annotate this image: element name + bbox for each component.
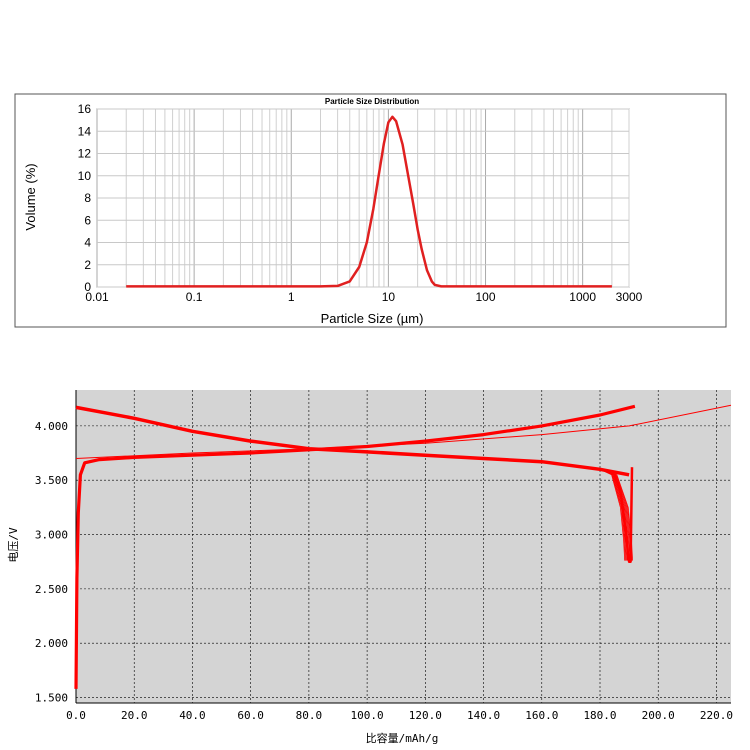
chart2-series-group [74, 404, 732, 689]
chart1-x-tick-label: 1000 [569, 290, 596, 304]
chart1-y-tick-label: 6 [84, 213, 91, 227]
chart2-series-line [74, 404, 636, 689]
chart1-frame [14, 93, 727, 328]
chart1-x-tick-label: 0.01 [85, 290, 109, 304]
chart2-cycle-tail-line [599, 468, 633, 561]
chart1-x-tick-label: 100 [476, 290, 496, 304]
chart1-y-tick-label: 12 [78, 147, 92, 161]
chart2-x-tick-label: 200.0 [642, 709, 675, 722]
chart2-y-tick-label: 3.500 [35, 474, 68, 487]
chart2-x-tick-label: 140.0 [467, 709, 500, 722]
chart2-x-tick-label: 160.0 [525, 709, 558, 722]
chart1-x-tick-label: 1 [288, 290, 295, 304]
chart2-y-tick-label: 2.000 [35, 637, 68, 650]
chart2-x-tick-label: 220.0 [700, 709, 733, 722]
chart2-x-tick-label: 100.0 [351, 709, 384, 722]
chart2-x-tick-label: 180.0 [583, 709, 616, 722]
chart1-y-tick-label: 16 [78, 102, 92, 116]
chart2-x-tick-label: 80.0 [296, 709, 323, 722]
chart1-x-tick-label: 10 [382, 290, 396, 304]
chart2-x-tick-label: 40.0 [179, 709, 206, 722]
chart2-ticks: 0.0 20.0 40.0 60.0 80.0 100.0 120.0 140.0 160.0 1… [35, 420, 733, 722]
chart2-x-axis-label: 比容量/mAh/g [366, 731, 439, 745]
chart2-y-tick-label: 3.000 [35, 529, 68, 542]
chart1-title: Particle Size Distribution [325, 97, 419, 106]
chart2-series-line [75, 404, 732, 459]
particle-size-chart: 0 2 4 6 8 10 12 14 16 0.01 0.1 1 10 100 1000 3000 Parti… [14, 93, 727, 328]
chart2-series-line [75, 405, 630, 477]
chart2-x-tick-label: 60.0 [237, 709, 264, 722]
chart1-x-axis-label: Particle Size (µm) [321, 311, 424, 326]
chart2-grid [75, 390, 731, 703]
chart1-y-tick-label: 8 [84, 191, 91, 205]
chart2-y-axis-label: 电压/V [7, 527, 20, 563]
chart2-x-tick-label: 0.0 [66, 709, 86, 722]
chart2-x-tick-label: 120.0 [409, 709, 442, 722]
chart1-y-tick-label: 4 [84, 236, 91, 250]
chart1-y-axis-label: Volume (%) [23, 163, 38, 230]
chart1-y-tick-label: 0 [84, 280, 91, 294]
chart1-x-tick-label: 3000 [616, 290, 643, 304]
chart2-x-tick-label: 20.0 [121, 709, 148, 722]
chart1-y-tick-label: 2 [84, 258, 91, 272]
chart2-y-tick-label: 2.500 [35, 583, 68, 596]
chart1-series-line [126, 115, 612, 288]
chart1-y-tick-label: 10 [78, 169, 92, 183]
chart1-ticks: 0 2 4 6 8 10 12 14 16 0.01 0.1 1 10 100 1000 3000 [78, 102, 643, 304]
chart1-grid [96, 108, 630, 288]
chart2-y-tick-label: 4.000 [35, 420, 68, 433]
chart2-y-tick-label: 1.500 [35, 692, 68, 705]
chart1-x-tick-label: 0.1 [186, 290, 203, 304]
chart2-plot-area [76, 390, 731, 703]
chart1-y-tick-label: 14 [78, 124, 92, 138]
